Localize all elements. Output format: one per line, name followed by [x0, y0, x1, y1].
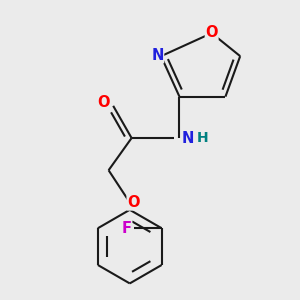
Text: O: O	[127, 195, 140, 210]
Text: N: N	[182, 130, 194, 146]
Text: N: N	[151, 48, 164, 63]
Text: F: F	[122, 221, 132, 236]
Text: O: O	[98, 95, 110, 110]
Text: H: H	[196, 131, 208, 145]
Text: O: O	[206, 25, 218, 40]
